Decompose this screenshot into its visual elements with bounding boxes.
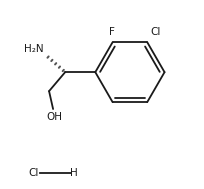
Text: F: F bbox=[109, 27, 114, 37]
Text: OH: OH bbox=[46, 112, 62, 122]
Text: Cl: Cl bbox=[151, 27, 161, 37]
Text: Cl: Cl bbox=[29, 168, 39, 178]
Text: H: H bbox=[70, 168, 78, 178]
Text: H₂N: H₂N bbox=[24, 44, 43, 54]
